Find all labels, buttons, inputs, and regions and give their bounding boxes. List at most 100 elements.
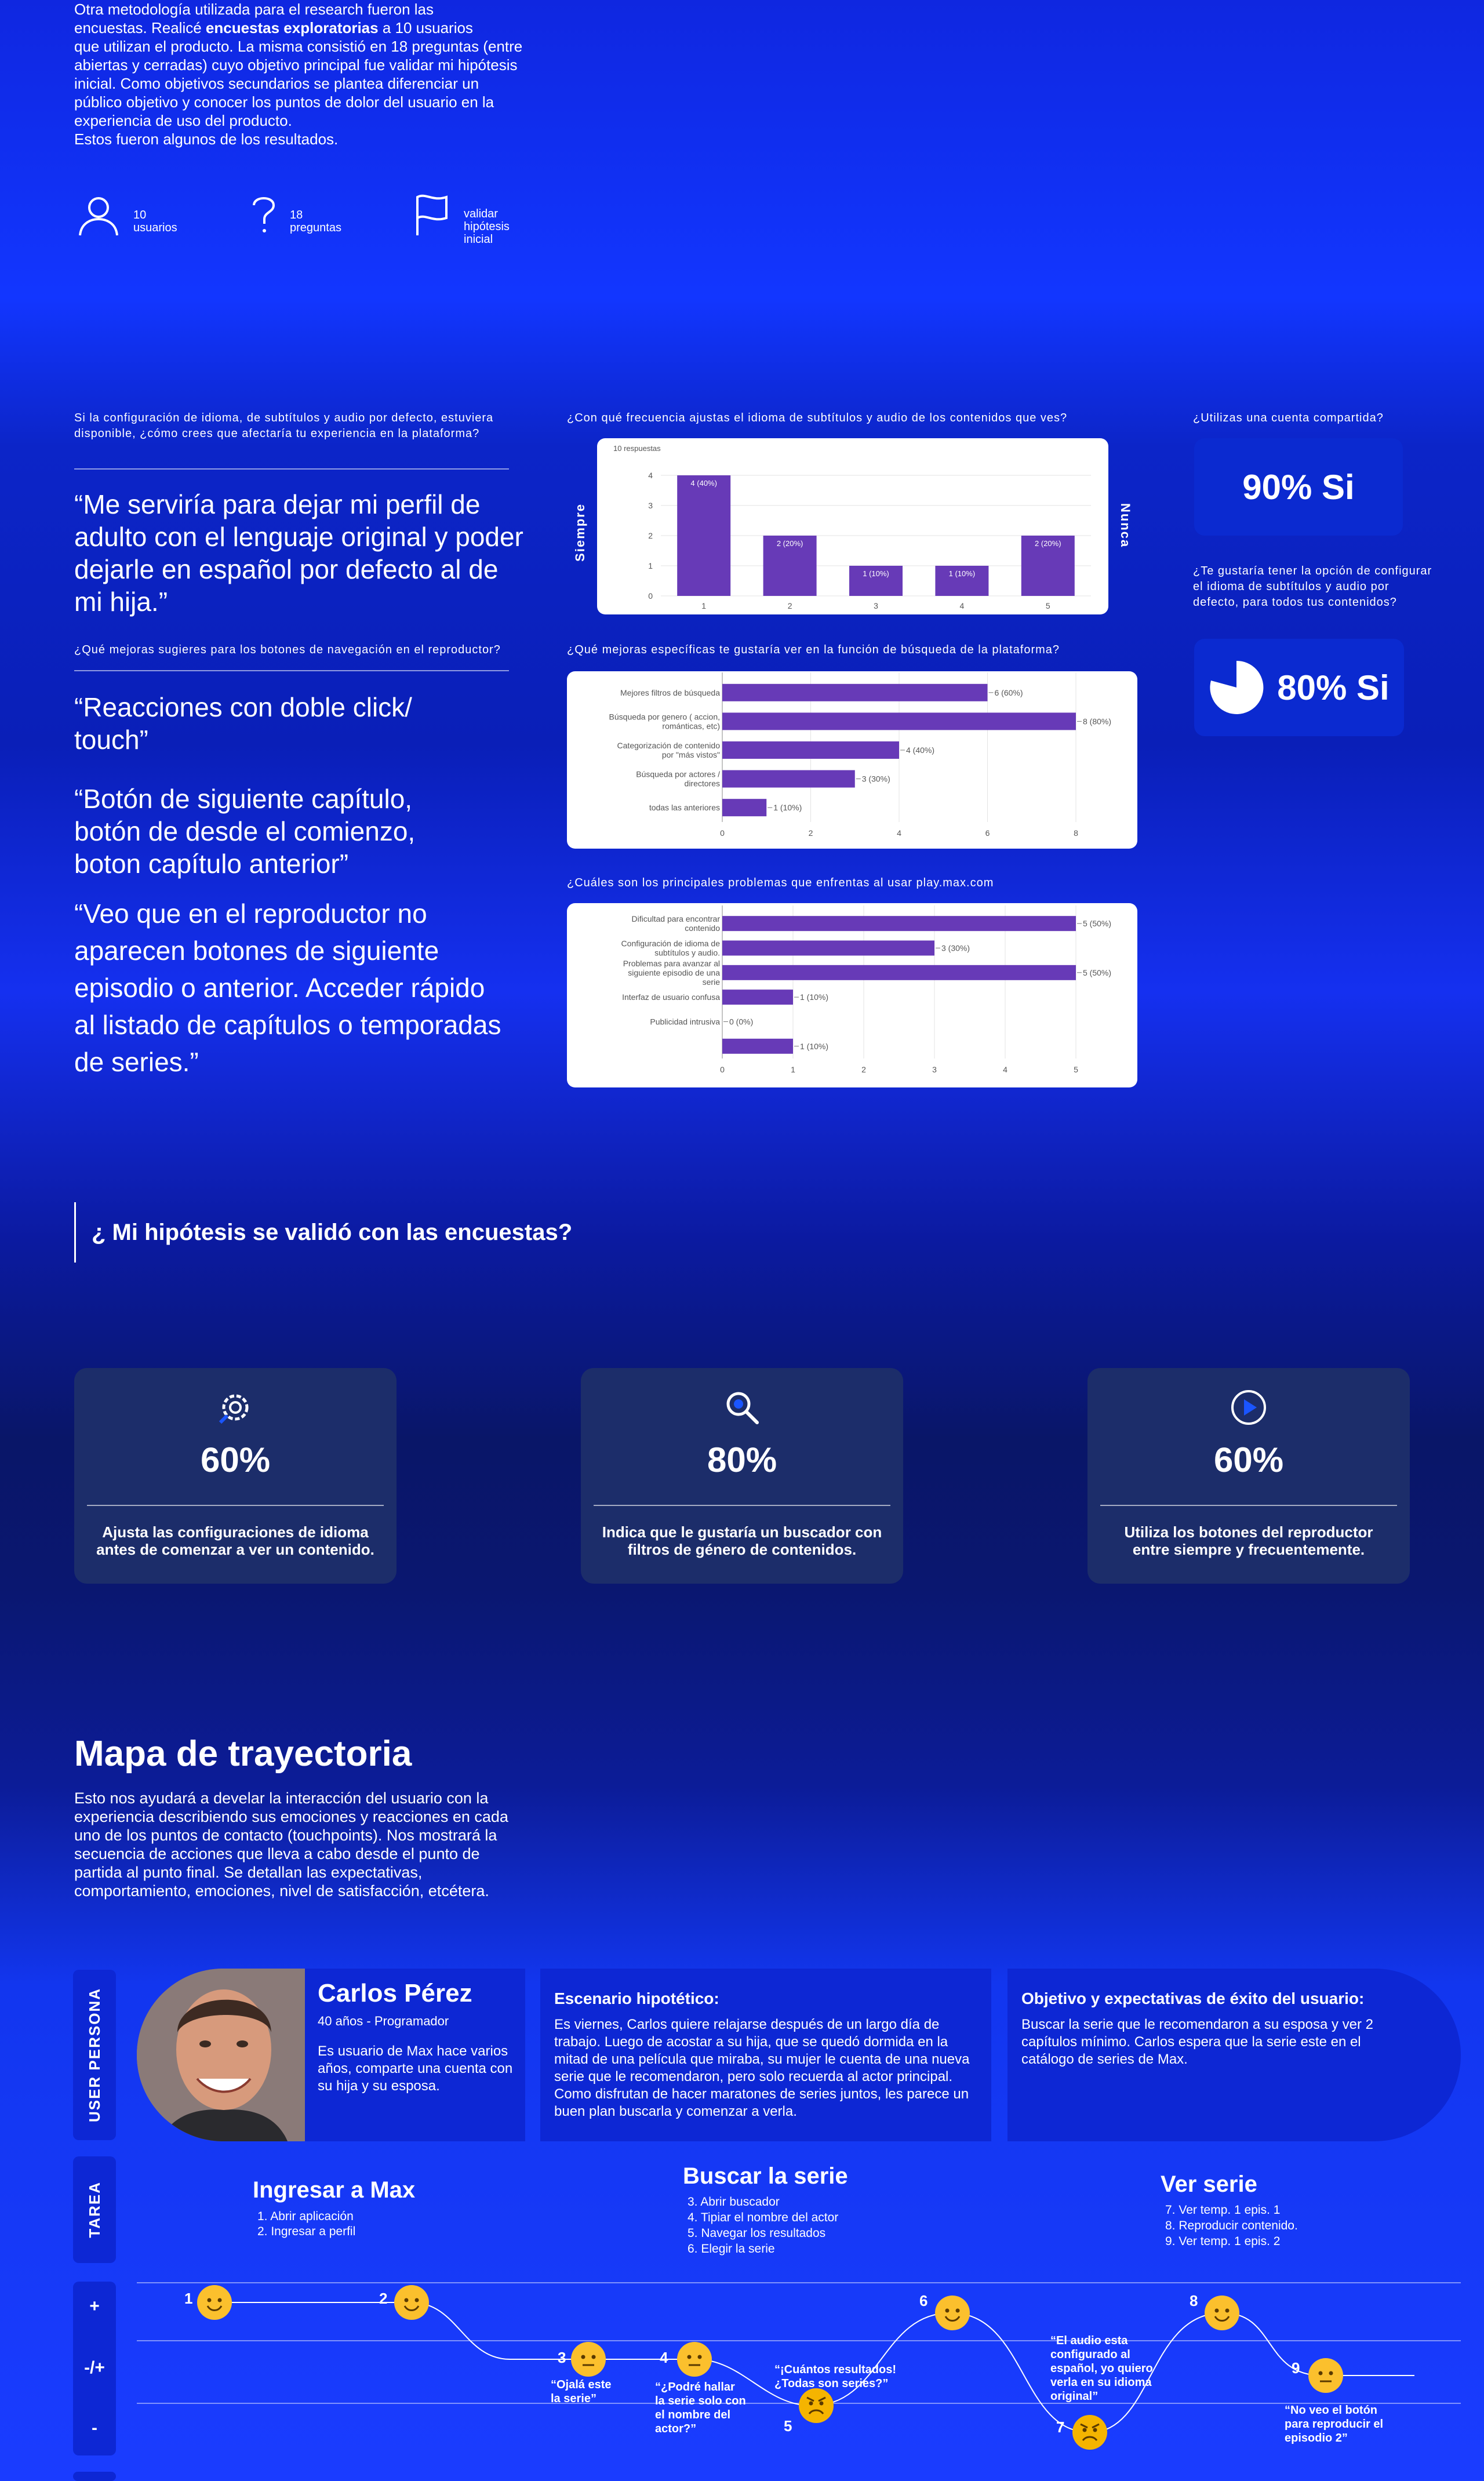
- task-step: 9. Ver temp. 1 epis. 2: [1165, 2235, 1281, 2248]
- avatar: [137, 1969, 305, 2141]
- settings-icon: [219, 1394, 249, 1424]
- scale-positive: +: [89, 2297, 100, 2316]
- category-label: Publicidad intrusiva: [650, 1017, 720, 1027]
- category-label: serie: [703, 977, 721, 987]
- result-value: 60%: [1213, 1440, 1284, 1479]
- question-icon: [253, 197, 275, 232]
- scale-neutral: -/+: [84, 2358, 105, 2377]
- task-title: Ver serie: [1161, 2171, 1257, 2197]
- stat-users-text: 10 usuarios: [133, 209, 177, 234]
- intro-line-1: Otra metodología utilizada para el resea…: [74, 1, 434, 18]
- journey-description: Esto nos ayudará a develar la interacció…: [74, 1789, 508, 1900]
- category-label: directores: [685, 779, 720, 788]
- x-tick-label: 8: [1074, 828, 1078, 838]
- touchpoint-quote: “¿Podré hallar la serie solo con el nomb…: [655, 2381, 746, 2435]
- y-tick-label: 2: [648, 531, 653, 540]
- persona-bio: Es usuario de Max hace varios años, comp…: [318, 2043, 513, 2094]
- angry-face-icon: [798, 2387, 835, 2424]
- task-2: Buscar la serie 3. Abrir buscador 4. Tip…: [683, 2163, 848, 2257]
- result-description: Utiliza los botones del reproductor entr…: [1124, 1523, 1373, 1558]
- quote-2: “Reacciones con doble click/ touch”: [74, 692, 412, 755]
- bar-value-label: 1 (10%): [800, 992, 828, 1002]
- tab-task-label: TAREA: [85, 2181, 103, 2238]
- bar: [722, 741, 899, 759]
- task-step: 8. Reproducir contenido.: [1165, 2219, 1298, 2232]
- category-label: todas las anteriores: [649, 803, 720, 812]
- touchpoint-quote: “¡Cuántos resultados! ¿Todas son series?…: [774, 2363, 897, 2390]
- category-label: Mejores filtros de búsqueda: [620, 688, 720, 697]
- touchpoint-number: 8: [1190, 2292, 1198, 2309]
- intro-line-2: encuestas. Realicé encuestas exploratori…: [74, 19, 526, 37]
- x-tick-label: 0: [720, 828, 725, 838]
- scenario-panel: Escenario hipotético: Es viernes, Carlos…: [540, 1969, 991, 2141]
- x-tick-label: 5: [1074, 1065, 1078, 1074]
- y-tick-label: 3: [648, 501, 653, 510]
- task-title: Buscar la serie: [683, 2163, 848, 2189]
- bar: [722, 990, 793, 1005]
- survey-question-3: ¿Con qué frecuencia ajustas el idioma de…: [567, 412, 1068, 424]
- bar-value-label: 4 (40%): [906, 745, 934, 755]
- result-value: 80%: [707, 1440, 777, 1479]
- x-tick-label: 2: [788, 601, 792, 610]
- shared-account-card: 90% Si: [1194, 438, 1403, 536]
- category-label: Dificultad para encontrar: [631, 914, 720, 923]
- tab-user-persona-label: USER PERSONA: [85, 1987, 103, 2123]
- default-language-card: 80% Si: [1194, 639, 1404, 736]
- stat-questions-text: 18 preguntas: [290, 209, 341, 234]
- stat-value: 18: [290, 209, 303, 221]
- angry-face-icon: [1071, 2414, 1108, 2451]
- tab-emotion-scale: + -/+ -: [73, 2282, 116, 2455]
- intro-body: que utilizan el producto. La misma consi…: [74, 38, 523, 129]
- category-label: por "más vistos": [662, 750, 720, 759]
- quote-4: “Veo que en el reproductor no aparecen b…: [74, 898, 501, 1077]
- bar: [722, 683, 988, 701]
- touchpoint-number: 3: [558, 2349, 566, 2366]
- touchpoint-number: 2: [379, 2290, 388, 2307]
- scenario-text: Es viernes, Carlos quiere relajarse desp…: [554, 2017, 970, 2119]
- divider: [74, 468, 509, 470]
- neutral-face-icon: [570, 2341, 607, 2378]
- result-card-search: 80% Indica que le gustaría un buscador c…: [581, 1368, 903, 1584]
- hypothesis-title: ¿ Mi hipótesis se validó con las encuest…: [92, 1220, 573, 1245]
- touchpoint-number: 9: [1292, 2359, 1300, 2377]
- bar: [722, 799, 767, 817]
- task-step: 5. Navegar los resultados: [688, 2227, 826, 2240]
- task-steps: 1. Abrir aplicación 2. Ingresar a perfil: [253, 2209, 415, 2239]
- category-label: Interfaz de usuario confusa: [622, 992, 720, 1002]
- scenario-title: Escenario hipotético:: [554, 1989, 719, 2007]
- intro-text: a 10 usuarios: [378, 19, 473, 37]
- problems-bar-chart: 0 1 2 3 4 5 5 (50%) Dificultad para encontrarco…: [621, 905, 1111, 1074]
- bar-value-label: 1 (10%): [773, 803, 802, 812]
- bar-value-label: 3 (30%): [862, 774, 890, 784]
- flag-icon: [416, 194, 448, 235]
- touchpoint-quote: “El audio esta configurado al español, y…: [1050, 2334, 1153, 2403]
- x-tick-label: 5: [1046, 601, 1050, 610]
- x-tick-label: 3: [932, 1065, 937, 1074]
- bar: [722, 712, 1076, 730]
- task-step: 1. Abrir aplicación: [257, 2210, 354, 2223]
- stat-users: 10 usuarios: [75, 191, 177, 238]
- survey-question-7: ¿Te gustaría tener la opción de configur…: [1193, 565, 1432, 609]
- bar: [722, 1038, 793, 1054]
- chart1-right-label: Nunca: [1118, 503, 1133, 548]
- neutral-face-icon: [676, 2341, 713, 2378]
- happy-face-icon: [196, 2284, 233, 2321]
- task-steps: 7. Ver temp. 1 epis. 1 8. Reproducir con…: [1161, 2202, 1298, 2249]
- bar-value-label: 8 (80%): [1083, 716, 1111, 726]
- persona-panel: Carlos Pérez 40 años - Programador Es us…: [137, 1969, 525, 2141]
- x-tick-label: 3: [874, 601, 878, 610]
- y-tick-label: 0: [648, 591, 653, 601]
- intro-last: Estos fueron algunos de los resultados.: [74, 130, 339, 148]
- x-tick-label: 4: [1003, 1065, 1007, 1074]
- category-label: Categorización de contenido: [617, 741, 721, 750]
- result-value: 60%: [200, 1440, 271, 1479]
- x-tick-label: 4: [960, 601, 965, 610]
- journey-title: Mapa de trayectoria: [74, 1734, 412, 1774]
- quote-3: “Botón de siguiente capítulo, botón de d…: [74, 784, 416, 879]
- goal-title: Objetivo y expectativas de éxito del usu…: [1021, 1989, 1365, 2007]
- bar-value-label: 4 (40%): [690, 479, 717, 488]
- search-improvements-chart: 0 2 4 6 8 6 (60%) Mejores filtros de búsqueda 8…: [567, 671, 1137, 849]
- happy-face-icon: [393, 2284, 430, 2321]
- chart-subtitle: 10 respuestas: [613, 444, 661, 453]
- survey-question-6: ¿Utilizas una cuenta compartida?: [1193, 412, 1384, 424]
